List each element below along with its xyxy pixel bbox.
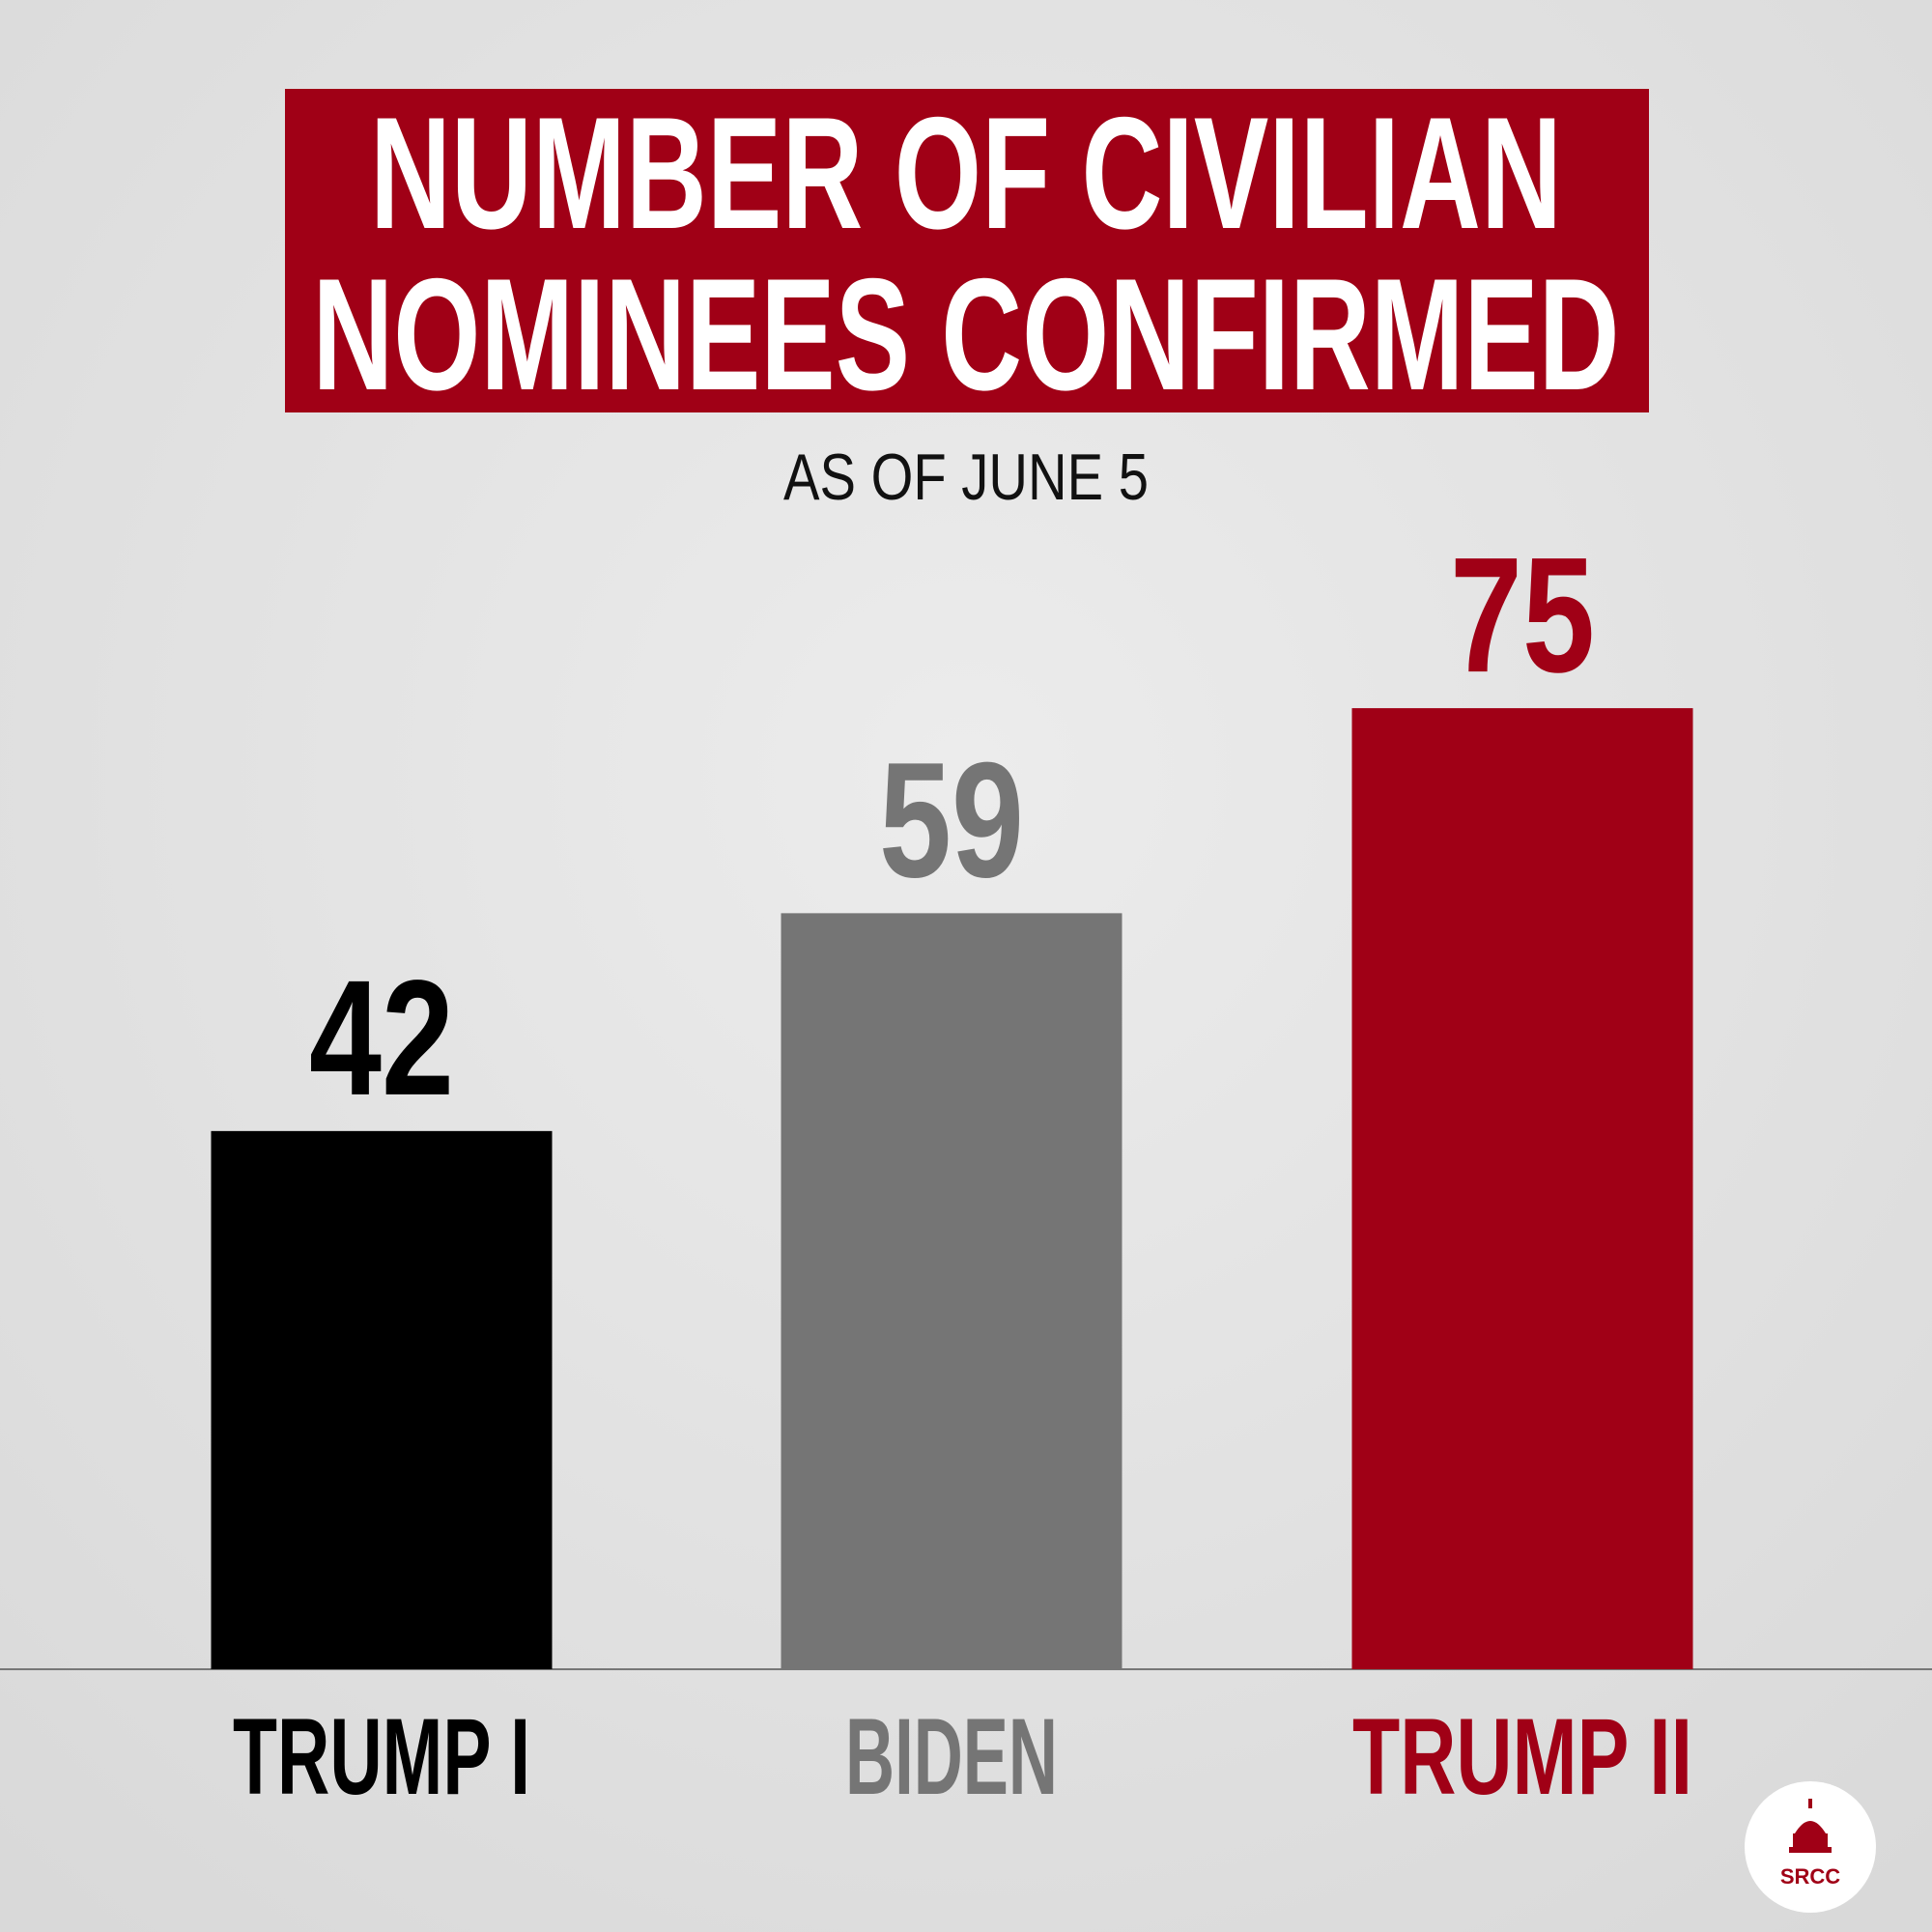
bar (211, 1130, 553, 1669)
x-tick-label: TRUMP I (233, 1696, 530, 1817)
x-tick-label: BIDEN (845, 1696, 1058, 1817)
x-tick-label: TRUMP II (1352, 1696, 1692, 1817)
bar (781, 913, 1122, 1669)
logo-dome (1789, 1799, 1832, 1853)
chart-title: NOMINEES CONFIRMED (313, 245, 1620, 423)
title-box (285, 89, 1649, 412)
logo-text: SRCC (1780, 1864, 1840, 1889)
value-label: 42 (309, 947, 454, 1130)
bar (1351, 708, 1693, 1669)
value-label: 75 (1450, 524, 1595, 707)
logo: SRCC (1745, 1781, 1876, 1913)
chart-title: NUMBER OF CIVILIAN (370, 84, 1562, 262)
chart-subtitle: AS OF JUNE 5 (783, 440, 1149, 514)
value-label: 59 (879, 728, 1024, 912)
